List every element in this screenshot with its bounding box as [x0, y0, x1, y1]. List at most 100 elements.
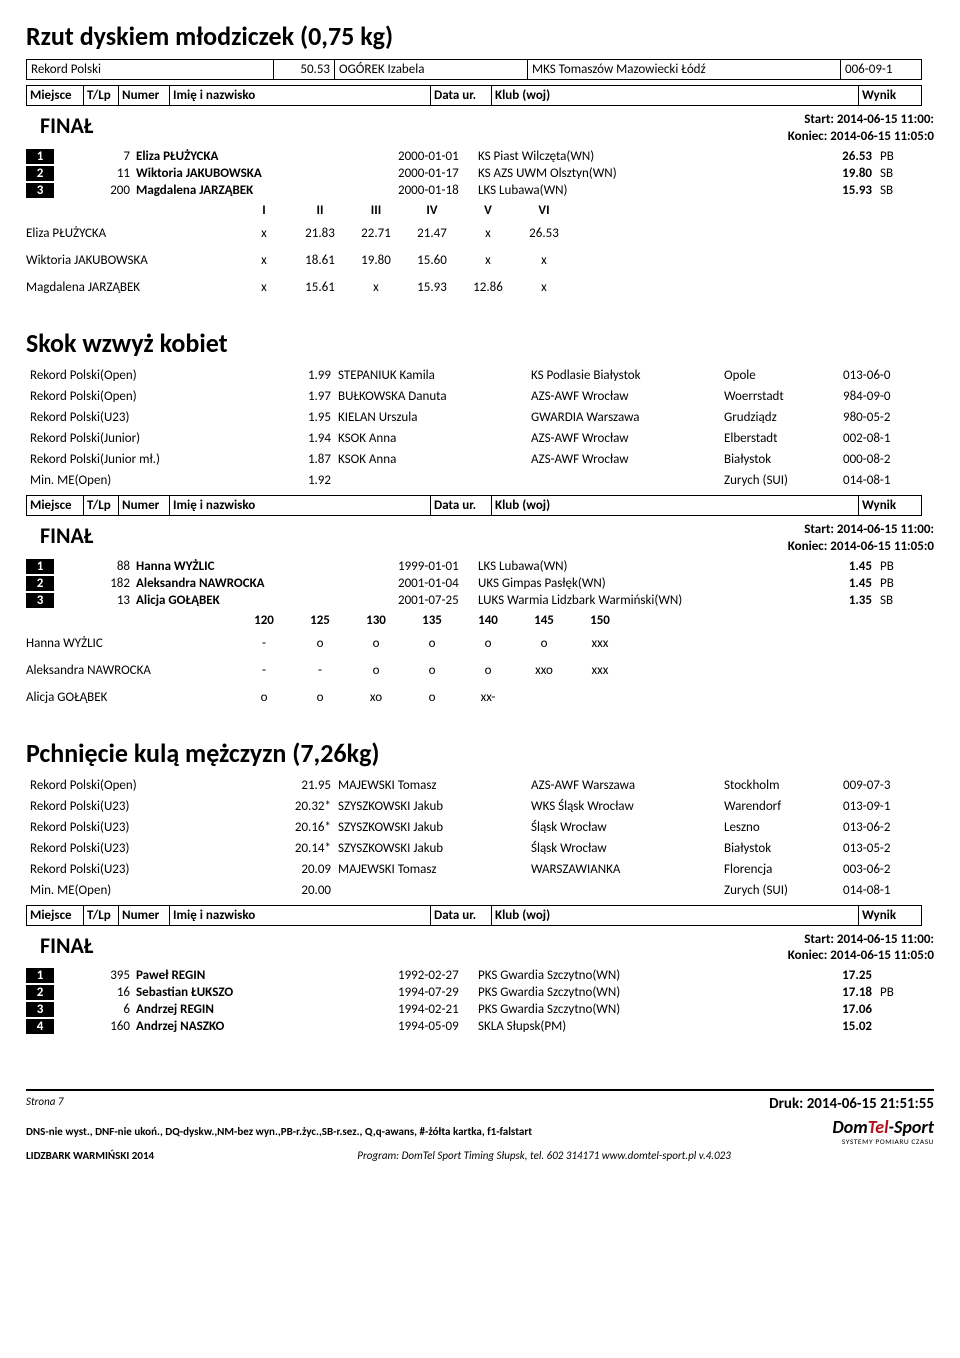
final-times: Start: 2014-06-15 11:00:Koniec: 2014-06-…	[788, 932, 934, 966]
record-club: AZS-AWF Warszawa	[527, 776, 721, 795]
record-row: Rekord Polski(U23)20.32*SZYSZKOWSKI Jaku…	[26, 796, 934, 817]
attempts-name: Aleksandra NAWROCKA	[26, 663, 236, 678]
record-category: Rekord Polski(U23)	[26, 797, 274, 816]
final-start: Start: 2014-06-15 11:00:	[788, 112, 934, 129]
attempt-value: o	[292, 636, 348, 651]
result-number: 88	[84, 559, 136, 574]
record-holder	[334, 471, 528, 490]
attempt-value: -	[236, 636, 292, 651]
record-club	[527, 471, 721, 490]
record-place: Białystok	[720, 450, 840, 469]
result-birthdate: 1992-02-27	[398, 968, 478, 983]
result-row: 313Alicja GOŁĄBEK2001-07-25LUKS Warmia L…	[26, 592, 934, 609]
domtel-logo: DomTel-SportSYSTEMY POMIARU CZASU	[832, 1116, 934, 1147]
record-category: Rekord Polski(U23)	[26, 839, 274, 858]
result-birthdate: 2000-01-18	[398, 183, 478, 198]
result-place: 4	[26, 1019, 54, 1034]
result-club: LKS Lubawa(WN)	[478, 559, 808, 574]
record-value: 1.92	[273, 471, 335, 490]
result-club: LKS Lubawa(WN)	[478, 183, 808, 198]
record-value: 20.16*	[273, 818, 335, 837]
final-start: Start: 2014-06-15 11:00:	[788, 522, 934, 539]
record-category: Rekord Polski(Junior mł.)	[26, 450, 274, 469]
attempt-value: -	[236, 663, 292, 678]
column-header-row: MiejsceT/LpNumerImię i nazwiskoData ur.K…	[26, 905, 934, 926]
attempt-col: IV	[404, 203, 460, 218]
record-date: 006-09-1	[840, 59, 922, 80]
result-value: 15.02	[808, 1019, 872, 1034]
attempt-col: III	[348, 203, 404, 218]
result-name: Alicja GOŁĄBEK	[136, 593, 398, 608]
attempt-value: o	[348, 636, 404, 651]
attempt-value: o	[236, 690, 292, 705]
record-category: Rekord Polski(U23)	[26, 818, 274, 837]
final-times: Start: 2014-06-15 11:00:Koniec: 2014-06-…	[788, 522, 934, 556]
attempt-value: 15.93	[404, 280, 460, 295]
record-holder: OGÓREK Izabela	[334, 59, 528, 80]
record-category: Rekord Polski(U23)	[26, 408, 274, 427]
col-result: Wynik	[858, 495, 922, 516]
attempt-value: xxo	[516, 663, 572, 678]
attempt-value	[572, 690, 628, 705]
record-value: 1.97	[273, 387, 335, 406]
record-holder: BUŁKOWSKA Danuta	[334, 387, 528, 406]
record-holder: MAJEWSKI Tomasz	[334, 860, 528, 879]
attempt-value: o	[404, 636, 460, 651]
record-club: WKS Śląsk Wrocław	[527, 797, 721, 816]
record-date: 013-05-2	[839, 839, 921, 858]
attempt-value: 12.86	[460, 280, 516, 295]
event-title: Skok wzwyż kobiet	[26, 327, 934, 359]
record-row: Rekord Polski(Open)21.95MAJEWSKI TomaszA…	[26, 775, 934, 796]
attempt-value	[516, 690, 572, 705]
record-club: WARSZAWIANKA	[527, 860, 721, 879]
result-club: SKLA Słupsk(PM)	[478, 1019, 808, 1034]
record-row: Min. ME(Open)20.00Zurych (SUI)014-08-1	[26, 880, 934, 901]
result-place: 1	[26, 149, 54, 164]
result-row: 17Eliza PŁUŻYCKA2000-01-01KS Piast Wilcz…	[26, 148, 934, 165]
record-row: Rekord Polski(Open)1.99STEPANIUK KamilaK…	[26, 365, 934, 386]
col-tlp: T/Lp	[83, 905, 119, 926]
attempt-value: o	[460, 663, 516, 678]
result-note: SB	[872, 183, 902, 198]
record-date: 013-06-0	[839, 366, 921, 385]
final-end: Koniec: 2014-06-15 11:05:0	[788, 539, 934, 556]
attempt-col: V	[460, 203, 516, 218]
result-birthdate: 2000-01-17	[398, 166, 478, 181]
record-date: 014-08-1	[839, 471, 921, 490]
attempt-col: 130	[348, 613, 404, 628]
record-holder: KIELAN Urszula	[334, 408, 528, 427]
col-club: Klub (woj)	[491, 905, 859, 926]
attempts-name: Alicja GOŁĄBEK	[26, 690, 236, 705]
col-result: Wynik	[858, 85, 922, 106]
record-date: 009-07-3	[839, 776, 921, 795]
result-birthdate: 2001-07-25	[398, 593, 478, 608]
record-value: 20.09	[273, 860, 335, 879]
result-place: 3	[26, 1002, 54, 1017]
record-club: Śląsk Wrocław	[527, 818, 721, 837]
result-number: 200	[84, 183, 136, 198]
record-place: Zurych (SUI)	[720, 471, 840, 490]
result-row: 216Sebastian ŁUKSZO1994-07-29PKS Gwardia…	[26, 984, 934, 1001]
attempts-row: Aleksandra NAWROCKA--oooxxoxxx	[26, 657, 934, 684]
col-place: Miejsce	[26, 905, 84, 926]
attempts-name: Hanna WYŻLIC	[26, 636, 236, 651]
result-note: PB	[872, 576, 902, 591]
result-value: 1.45	[808, 576, 872, 591]
col-name: Imię i nazwisko	[169, 85, 431, 106]
record-place: Woerrstadt	[720, 387, 840, 406]
record-row: Rekord Polski(Junior mł.)1.87KSOK AnnaAZ…	[26, 449, 934, 470]
record-value: 20.00	[273, 881, 335, 900]
record-date: 014-08-1	[839, 881, 921, 900]
attempt-col: VI	[516, 203, 572, 218]
result-birthdate: 1994-02-21	[398, 1002, 478, 1017]
record-value: 20.14*	[273, 839, 335, 858]
attempts-row: Wiktoria JAKUBOWSKAx18.6119.8015.60xx	[26, 247, 934, 274]
result-value: 15.93	[808, 183, 872, 198]
record-place: Zurych (SUI)	[720, 881, 840, 900]
result-row: 188Hanna WYŻLIC1999-01-01LKS Lubawa(WN)1…	[26, 558, 934, 575]
result-club: PKS Gwardia Szczytno(WN)	[478, 968, 808, 983]
result-birthdate: 2001-01-04	[398, 576, 478, 591]
attempt-value: xxx	[572, 663, 628, 678]
attempt-value: x	[460, 226, 516, 241]
attempts-name: Wiktoria JAKUBOWSKA	[26, 253, 236, 268]
